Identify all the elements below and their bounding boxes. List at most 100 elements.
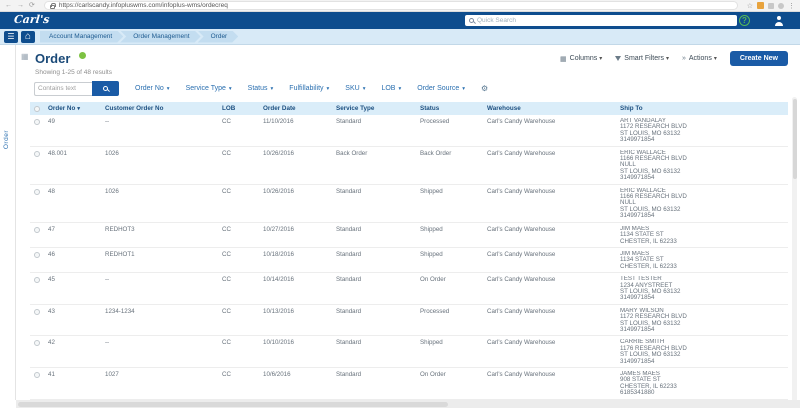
orders-table: Order No Customer Order No LOB Order Dat… (30, 102, 788, 408)
customer-order-no-cell: REDHOT1 (105, 251, 222, 258)
contains-text-input[interactable] (34, 82, 92, 96)
status-cell: Shipped (420, 339, 487, 346)
column-header-warehouse[interactable]: Warehouse (487, 102, 620, 115)
order-no-cell: 47 (48, 226, 105, 233)
column-header-order-no[interactable]: Order No (48, 102, 105, 116)
row-checkbox[interactable] (34, 372, 40, 378)
back-icon[interactable]: ← (5, 1, 12, 11)
lob-cell: CC (222, 339, 263, 346)
padlock-icon (50, 5, 55, 9)
order-date-cell: 10/6/2016 (263, 371, 336, 378)
filter-sku[interactable]: SKU (345, 85, 365, 92)
vertical-scrollbar[interactable] (792, 97, 797, 404)
service-type-cell: Standard (336, 226, 420, 233)
service-type-cell: Standard (336, 276, 420, 283)
order-no-cell: 48 (48, 188, 105, 195)
reload-icon[interactable]: ⟳ (29, 1, 35, 11)
brand-logo[interactable]: Carl's (13, 13, 50, 26)
table-row[interactable]: 48.001 1026 CC 10/26/2016 Back Order Bac… (30, 147, 788, 185)
table-row[interactable]: 42 -- CC 10/10/2016 Standard Shipped Car… (30, 336, 788, 368)
table-header-row: Order No Customer Order No LOB Order Dat… (30, 102, 788, 115)
table-row[interactable]: 45 -- CC 10/14/2016 Standard On Order Ca… (30, 273, 788, 305)
quick-search-input[interactable] (477, 17, 733, 24)
ship-to-cell: JIM MAES1134 STATE STCHESTER, IL 62233 (620, 251, 788, 270)
filter-status[interactable]: Status (248, 85, 274, 92)
sidebar-tab-order[interactable]: Order (3, 130, 10, 149)
filter-order-source[interactable]: Order Source (417, 85, 465, 92)
row-checkbox[interactable] (34, 189, 40, 195)
grid-icon[interactable]: ▦ (21, 52, 29, 61)
breadcrumb-order-management[interactable]: Order Management (120, 31, 200, 43)
customer-order-no-cell: REDHOT3 (105, 226, 222, 233)
table-row[interactable]: 43 1234-1234 CC 10/13/2016 Standard Proc… (30, 305, 788, 337)
forward-icon[interactable]: → (17, 1, 24, 11)
filter-order-no[interactable]: Order No (135, 85, 170, 92)
breadcrumb-order[interactable]: Order (198, 31, 239, 43)
filter-settings-icon[interactable]: ⚙ (481, 84, 488, 93)
select-all-checkbox[interactable] (34, 106, 40, 112)
table-row[interactable]: 47 REDHOT3 CC 10/27/2016 Standard Shippe… (30, 223, 788, 248)
order-no-cell: 41 (48, 371, 105, 378)
vertical-scrollbar-thumb[interactable] (793, 99, 797, 179)
extension-icon[interactable] (768, 3, 774, 9)
user-icon[interactable] (774, 16, 784, 26)
extension-icon[interactable] (778, 3, 784, 9)
row-checkbox[interactable] (34, 151, 40, 157)
columns-dropdown[interactable]: ▦ Columns (560, 55, 602, 63)
table-row[interactable]: 48 1026 CC 10/26/2016 Standard Shipped C… (30, 185, 788, 223)
row-checkbox[interactable] (34, 340, 40, 346)
order-date-cell: 10/10/2016 (263, 339, 336, 346)
warehouse-cell: Carl's Candy Warehouse (487, 308, 620, 315)
row-checkbox[interactable] (34, 119, 40, 125)
column-header-lob[interactable]: LOB (222, 102, 263, 115)
filter-lob[interactable]: LOB (381, 85, 401, 92)
status-cell: Processed (420, 118, 487, 125)
warehouse-cell: Carl's Candy Warehouse (487, 226, 620, 233)
search-button[interactable] (92, 81, 119, 96)
table-row[interactable]: 41 1027 CC 10/6/2016 Standard On Order C… (30, 368, 788, 400)
column-header-ship-to[interactable]: Ship To (620, 102, 788, 115)
search-icon (469, 18, 474, 23)
service-type-cell: Back Order (336, 150, 420, 157)
row-checkbox[interactable] (34, 227, 40, 233)
column-header-status[interactable]: Status (420, 102, 487, 115)
horizontal-scrollbar[interactable] (16, 400, 800, 408)
create-new-button[interactable]: Create New (730, 51, 788, 66)
lob-cell: CC (222, 371, 263, 378)
browser-action-icons: ☆ ⋮ (747, 2, 795, 10)
extension-icon[interactable] (757, 2, 764, 9)
home-button[interactable]: ⌂ (21, 31, 35, 43)
left-sidebar: Order (0, 45, 16, 400)
filter-fulfillability[interactable]: Fulfillability (289, 85, 329, 92)
column-header-customer-order-no[interactable]: Customer Order No (105, 102, 222, 115)
help-button[interactable]: ? (739, 15, 750, 26)
horizontal-scrollbar-thumb[interactable] (18, 402, 448, 407)
browser-menu-icon[interactable]: ⋮ (788, 2, 795, 10)
address-bar[interactable]: https://carlscandy.infopluswms.com/infop… (44, 1, 738, 10)
column-header-service-type[interactable]: Service Type (336, 102, 420, 115)
service-type-cell: Standard (336, 339, 420, 346)
ship-to-cell: ERIC WALLACE1166 RESEARCH BLVDNULLST LOU… (620, 188, 788, 220)
row-checkbox[interactable] (34, 309, 40, 315)
row-checkbox[interactable] (34, 252, 40, 258)
bookmark-star-icon[interactable]: ☆ (747, 2, 753, 10)
warehouse-cell: Carl's Candy Warehouse (487, 251, 620, 258)
smart-filters-dropdown[interactable]: Smart Filters (615, 55, 669, 62)
service-type-cell: Standard (336, 251, 420, 258)
row-checkbox[interactable] (34, 277, 40, 283)
customer-order-no-cell: -- (105, 339, 222, 346)
table-row[interactable]: 49 -- CC 11/10/2016 Standard Processed C… (30, 115, 788, 147)
customer-order-no-cell: 1234-1234 (105, 308, 222, 315)
status-cell: Shipped (420, 251, 487, 258)
filter-service-type[interactable]: Service Type (186, 85, 232, 92)
order-no-cell: 42 (48, 339, 105, 346)
breadcrumb-account-management[interactable]: Account Management (40, 31, 123, 43)
order-date-cell: 10/18/2016 (263, 251, 336, 258)
lob-cell: CC (222, 188, 263, 195)
actions-dropdown[interactable]: » Actions (682, 55, 717, 62)
order-date-cell: 10/14/2016 (263, 276, 336, 283)
hamburger-menu-button[interactable]: ☰ (4, 31, 18, 43)
column-header-order-date[interactable]: Order Date (263, 102, 336, 115)
quick-search[interactable] (465, 15, 737, 26)
table-row[interactable]: 46 REDHOT1 CC 10/18/2016 Standard Shippe… (30, 248, 788, 273)
